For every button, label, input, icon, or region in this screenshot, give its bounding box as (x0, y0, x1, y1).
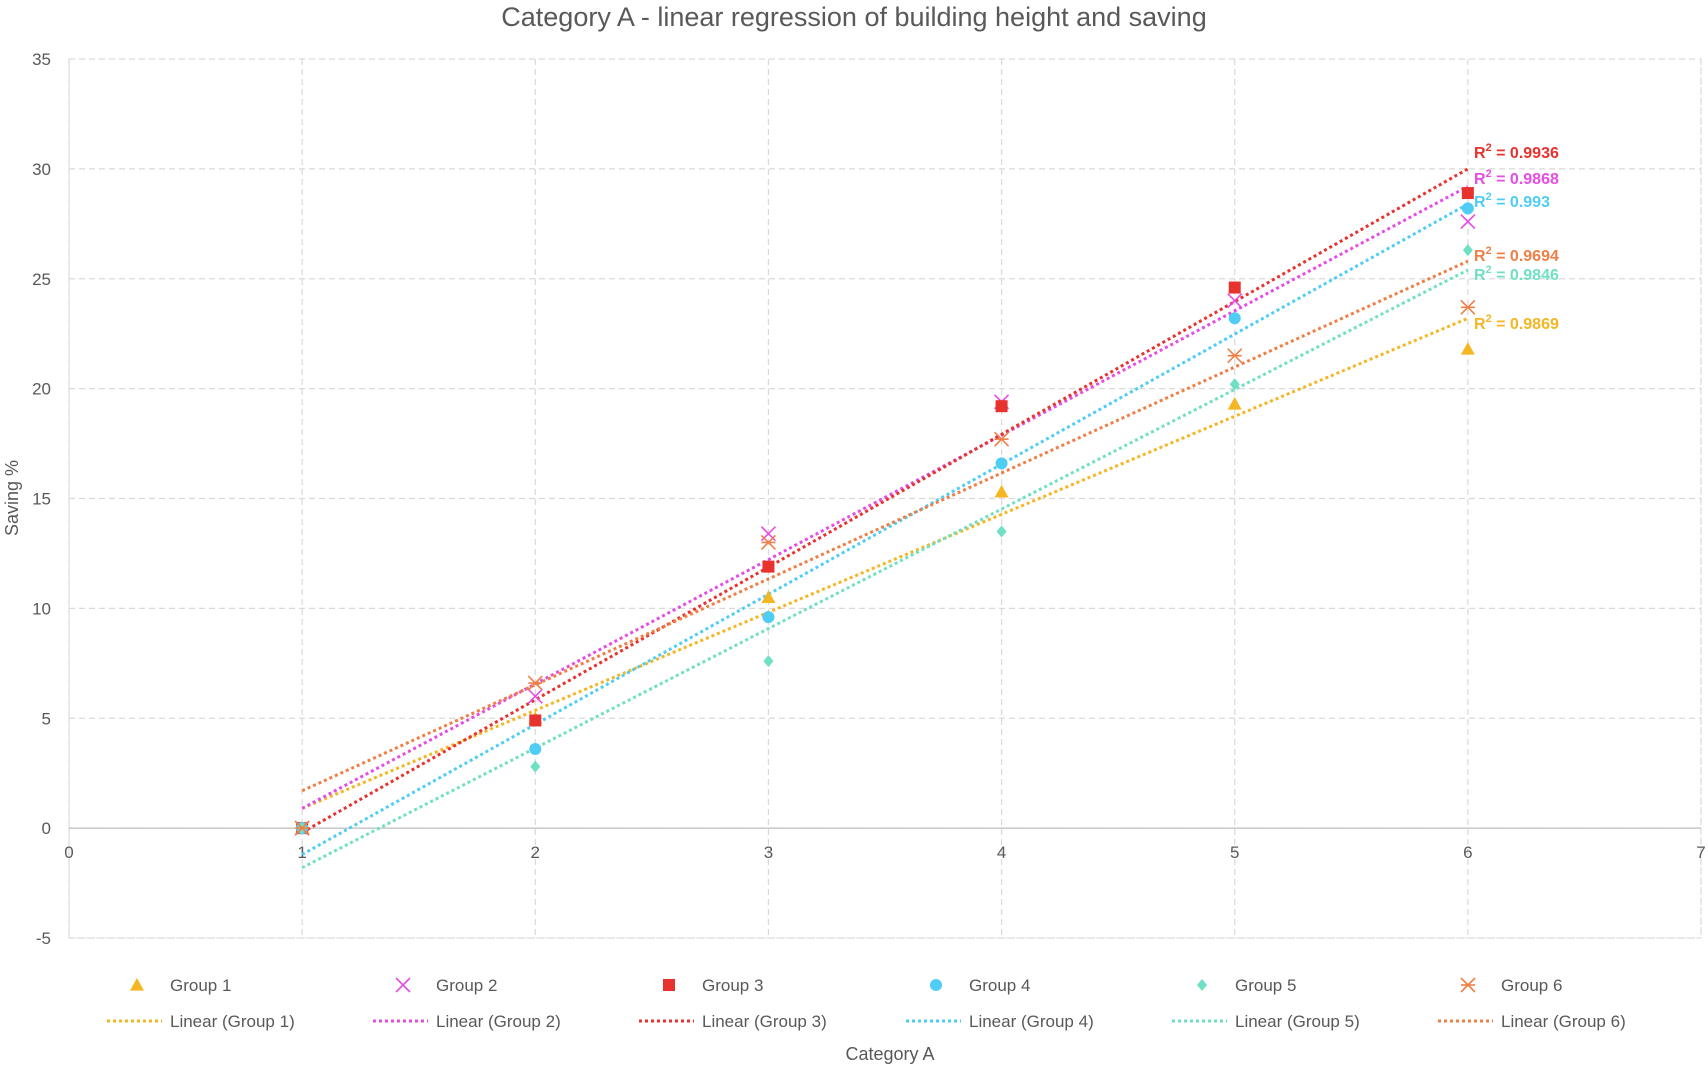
x-axis-title: Category A (845, 1044, 934, 1064)
point-group-4 (1228, 312, 1241, 325)
legend-label-group-4: Group 4 (969, 976, 1030, 995)
y-tick-label: 0 (42, 819, 51, 838)
r2-label-group-2: R2 = 0.9868 (1474, 168, 1559, 188)
point-group-6 (1460, 299, 1476, 315)
legend-marker-group-2-stroke (395, 977, 411, 993)
point-group-4 (995, 457, 1008, 470)
chart-title: Category A - linear regression of buildi… (501, 2, 1207, 32)
trendline-group-3 (301, 167, 1469, 834)
x-tick-label: 7 (1696, 843, 1705, 862)
y-tick-label: 25 (32, 270, 51, 289)
y-tick-label: 30 (32, 160, 51, 179)
x-tick-label: 1 (297, 843, 306, 862)
legend-marker-group-6 (1460, 977, 1476, 993)
point-group-6 (760, 534, 776, 551)
point-group-4 (529, 743, 542, 756)
x-tick-label: 6 (1463, 843, 1472, 862)
point-group-2-stroke (527, 688, 543, 704)
point-group-1 (1460, 342, 1475, 355)
legend-label-group-5: Group 5 (1235, 976, 1296, 995)
point-group-4 (762, 611, 775, 624)
point-group-5 (996, 525, 1007, 538)
x-tick-label: 0 (64, 843, 73, 862)
legend-label-group-3: Group 3 (702, 976, 763, 995)
trendline-group-4 (301, 202, 1469, 856)
y-tick-label: -5 (36, 929, 51, 948)
point-group-3 (1461, 187, 1474, 200)
legend-trend-label-group-6: Linear (Group 6) (1501, 1012, 1626, 1031)
trendline-group-6 (301, 259, 1469, 793)
legend-trend-label-group-3: Linear (Group 3) (702, 1012, 827, 1031)
point-group-5 (530, 760, 541, 773)
point-group-1 (1227, 397, 1242, 410)
legend-label-group-2: Group 2 (436, 976, 497, 995)
y-tick-label: 5 (42, 709, 51, 728)
y-tick-label: 10 (32, 599, 51, 618)
legend-label-group-6: Group 6 (1501, 976, 1562, 995)
legend-marker-group-2 (395, 977, 411, 993)
point-group-1 (994, 484, 1009, 498)
x-tick-label: 2 (531, 843, 540, 862)
point-group-6 (994, 431, 1010, 447)
legend-trend-label-group-4: Linear (Group 4) (969, 1012, 1094, 1031)
legend-trend-label-group-5: Linear (Group 5) (1235, 1012, 1360, 1031)
point-group-3 (529, 714, 542, 727)
legend-marker-group-5 (1197, 979, 1207, 991)
point-group-4 (1461, 202, 1474, 215)
trendline-group-2 (301, 185, 1469, 810)
point-group-2-stroke (1227, 293, 1243, 309)
trendline-group-1 (301, 316, 1469, 810)
point-group-3 (995, 400, 1008, 413)
legend-marker-group-3 (663, 979, 675, 991)
legend-marker-group-4 (930, 979, 942, 991)
point-group-5 (1462, 244, 1473, 257)
point-group-6 (1227, 348, 1243, 364)
trendline-group-5 (301, 268, 1469, 870)
r2-label-group-1: R2 = 0.9869 (1474, 313, 1559, 333)
x-tick-label: 4 (997, 843, 1006, 862)
r2-label-group-5: R2 = 0.9846 (1474, 264, 1559, 284)
y-tick-label: 20 (32, 380, 51, 399)
x-tick-label: 5 (1230, 843, 1239, 862)
point-group-1 (761, 590, 776, 603)
legend-marker-group-1 (130, 978, 144, 991)
r2-label-group-6: R2 = 0.9694 (1474, 245, 1559, 265)
y-tick-label: 35 (32, 50, 51, 69)
x-tick-label: 3 (764, 843, 773, 862)
y-axis-title: Saving % (2, 460, 22, 536)
r2-label-group-4: R2 = 0.993 (1474, 191, 1550, 211)
point-group-5 (763, 655, 774, 668)
legend-trend-label-group-1: Linear (Group 1) (170, 1012, 295, 1031)
point-group-3 (762, 560, 775, 573)
point-group-5 (1229, 378, 1240, 391)
legend-trend-label-group-2: Linear (Group 2) (436, 1012, 561, 1031)
point-group-2 (1227, 293, 1243, 309)
point-group-6 (527, 675, 543, 691)
point-group-2 (1460, 214, 1476, 230)
legend-label-group-1: Group 1 (170, 976, 231, 995)
point-group-3 (1228, 281, 1241, 294)
y-tick-label: 15 (32, 490, 51, 509)
point-group-2 (527, 688, 543, 704)
point-group-6 (294, 820, 310, 836)
r2-label-group-3: R2 = 0.9936 (1474, 142, 1559, 162)
point-group-2-stroke (1460, 214, 1476, 230)
